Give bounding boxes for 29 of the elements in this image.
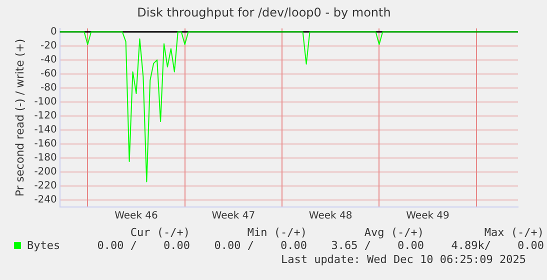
x-tick-label: Week 47	[212, 210, 256, 222]
y-tick-label: -240	[34, 194, 57, 206]
y-tick-label: -60	[40, 68, 57, 80]
y-tick-label: -160	[34, 138, 57, 150]
text: 3.65 / 0.00	[330, 239, 424, 252]
y-tick-label: -100	[34, 96, 57, 108]
y-tick-label: -20	[40, 40, 57, 52]
x-tick-label: Week 46	[114, 210, 158, 222]
y-tick-label: -200	[34, 166, 57, 178]
y-tick-label: 0	[50, 26, 57, 38]
text: Last update: Wed Dec 10 06:25:09 2025	[280, 253, 526, 266]
text: 0.00 / 0.00	[96, 239, 190, 252]
chart-title: Disk throughput for /dev/loop0 - by month	[137, 5, 391, 20]
y-axis-title: Pr second read (-) / write (+)	[13, 38, 26, 197]
text: 0.00 / 0.00	[213, 239, 307, 252]
y-tick-label: -180	[34, 152, 57, 164]
y-tick-label: -140	[34, 124, 57, 136]
text: Avg (-/+)	[363, 226, 424, 239]
y-tick-label: -80	[40, 82, 57, 94]
legend-label: Bytes	[27, 239, 60, 252]
y-tick-label: -120	[34, 110, 57, 122]
text: 4.89k/ 0.00	[450, 239, 544, 252]
text: Cur (-/+)	[129, 226, 190, 239]
y-tick-label: -40	[40, 54, 57, 66]
x-tick-label: Week 49	[406, 210, 450, 222]
x-tick-label: Week 48	[308, 210, 352, 222]
text: Min (-/+)	[246, 226, 307, 239]
y-tick-label: -220	[34, 180, 57, 192]
text: Max (-/+)	[483, 226, 544, 239]
